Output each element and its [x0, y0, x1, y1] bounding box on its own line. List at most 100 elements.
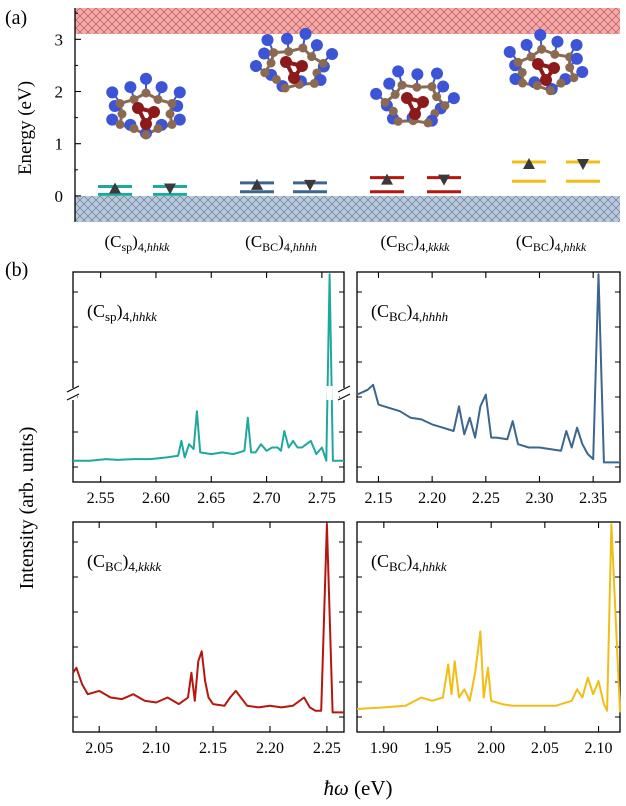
atom-c: [318, 58, 328, 68]
label-paren: ): [414, 232, 420, 251]
label-sub: 4,: [138, 240, 147, 254]
xtick-label: 2.20: [256, 740, 284, 757]
label-sub: 4,: [412, 309, 422, 324]
atom-c: [569, 73, 579, 83]
xlabel-b-symbol: ħω: [323, 776, 348, 800]
ytick-label-a: 0: [55, 187, 64, 206]
spectrum-panel-b3: 2.05 2.10 2.15 2.20 2.25 (CBC)4,kkkk: [72, 521, 345, 757]
atom-n: [261, 33, 274, 46]
atom-n: [106, 113, 119, 126]
atom-c: [284, 47, 294, 57]
label-sub: BC: [105, 559, 122, 574]
atom-c: [269, 48, 279, 58]
atom-c: [517, 67, 527, 77]
xtick-label: 2.10: [142, 740, 170, 757]
ylabel-b: Intensity (arb. units): [16, 427, 38, 590]
atom-dopant: [140, 118, 152, 130]
atom-n: [383, 77, 396, 90]
atom-n: [576, 66, 589, 79]
axis-break-mark: [337, 393, 351, 401]
atom-n: [411, 68, 424, 81]
xtick-label: 2.25: [313, 740, 341, 757]
atom-c: [141, 130, 151, 140]
spin-up-triangle: [109, 182, 121, 194]
defect-structure-2: [249, 27, 339, 93]
atom-dopant: [280, 56, 292, 68]
atom-c: [440, 101, 450, 111]
xtick-label: 2.05: [531, 740, 559, 757]
spin-down-triangle: [577, 158, 589, 170]
atom-n: [326, 47, 339, 60]
atom-c: [397, 80, 407, 90]
xtick-label: 2.15: [199, 740, 227, 757]
label-sub-italic: hhkk: [422, 559, 447, 574]
xtick-label: 2.55: [87, 490, 115, 507]
spin-up-triangle: [381, 173, 393, 185]
panel-label-b3: (CBC)4,kkkk: [87, 551, 161, 574]
config-labels: (Csp)4,hhkk (CBC)4,hhhh (CBC)4,kkkk (CBC)4,…: [105, 232, 587, 254]
xtick-label: 1.95: [424, 740, 452, 757]
label-paren: ): [122, 551, 128, 572]
label-main: (C: [105, 232, 122, 251]
atom-dopant: [296, 60, 308, 72]
atom-dopant: [148, 106, 160, 118]
conduction-band-region: [75, 8, 620, 34]
atom-n: [431, 67, 444, 80]
config-label-3: (CBC)4,kkkk: [381, 232, 451, 254]
xlabel-b: ħω (eV): [323, 776, 392, 800]
label-paren: ): [117, 301, 123, 322]
atom-dopant: [132, 102, 144, 114]
valence-band-region: [75, 196, 620, 222]
atom-n: [281, 32, 294, 45]
xtick-label: 2.20: [418, 490, 446, 507]
axis-break-mark: [66, 393, 80, 401]
atom-c: [271, 74, 281, 84]
atom-n: [106, 86, 119, 99]
label-main: (C: [87, 301, 105, 322]
label-sub: 4,: [284, 240, 293, 254]
label-sub: sp: [122, 240, 133, 254]
axis-break-mark: [66, 385, 80, 393]
xtick-label: 2.00: [477, 740, 505, 757]
label-paren: ): [549, 232, 555, 251]
atom-c: [298, 43, 308, 53]
panel-label-b: (b): [5, 259, 28, 281]
label-sub: 4,: [128, 559, 138, 574]
defect-structure-images: [106, 27, 589, 140]
atom-dopant: [532, 58, 544, 70]
spectrum-line: [72, 523, 344, 714]
defect-structure-1: [106, 72, 186, 140]
atom-c: [518, 78, 528, 88]
xtick-label: 2.10: [585, 740, 613, 757]
atom-c: [532, 81, 542, 91]
atom-c: [115, 120, 125, 129]
label-sub: BC: [398, 240, 414, 254]
atom-c: [117, 109, 127, 119]
label-main: (C: [87, 551, 105, 572]
atom-n: [447, 92, 460, 105]
xtick-label: 2.70: [253, 490, 281, 507]
atom-c: [167, 120, 177, 129]
label-sub: BC: [262, 240, 278, 254]
xtick-label: 2.60: [142, 490, 170, 507]
atom-c: [153, 124, 163, 134]
panel-frame: [72, 521, 345, 733]
atom-c: [307, 52, 317, 62]
atom-c: [280, 83, 290, 93]
label-sub-italic: hhkk: [147, 240, 170, 254]
atom-n: [551, 35, 564, 48]
label-main: (C: [371, 301, 389, 322]
axis-break-mark: [337, 385, 351, 393]
label-main: (C: [371, 551, 389, 572]
label-sub: sp: [105, 309, 117, 324]
atom-c: [545, 86, 555, 96]
ytick-label-a: 1: [55, 135, 64, 154]
atom-c: [165, 109, 175, 119]
xtick-label: 2.25: [472, 490, 500, 507]
spectrum-line: [356, 523, 621, 713]
config-label-1: (Csp)4,hhkk: [105, 232, 171, 254]
atom-c: [423, 118, 433, 128]
panel-frame: [72, 271, 345, 483]
